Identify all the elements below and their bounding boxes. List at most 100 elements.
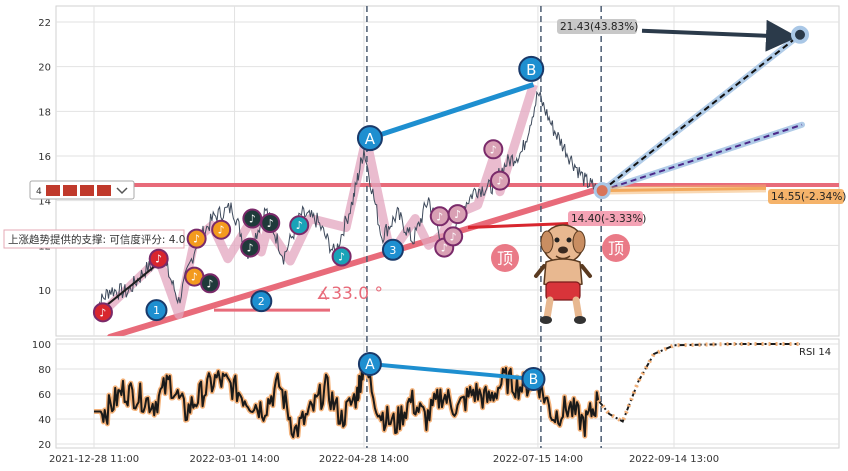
date-tick-label: 2022-09-14 13:00: [629, 454, 719, 465]
flat-target-badge-text: 14.55(-2.34%): [771, 191, 846, 203]
music-note-icon: ♪: [443, 226, 464, 247]
date-tick-label: 2022-03-01 14:00: [189, 454, 279, 465]
wave-label-circle: [518, 55, 545, 82]
note-marker-circle: [490, 170, 510, 191]
support-callout-text: 上涨趋势提供的支撑: 可信度评分: 4.0: [8, 233, 185, 246]
rsi-projection-halo: [596, 342, 800, 425]
price-y-tick: 10: [38, 286, 51, 297]
price-y-tick: 16: [38, 152, 51, 163]
note-marker-circle: [92, 302, 113, 323]
rsi-label-circle: [521, 367, 546, 391]
legend-swatch-icon: [46, 185, 60, 196]
note-marker-circle: [200, 273, 220, 294]
flat-target-badge: 14.55(-2.34%): [768, 189, 846, 204]
note-glyph: ♪: [450, 230, 457, 243]
note-glyph: ♪: [193, 233, 200, 246]
music-note-icon: ♪: [186, 228, 207, 249]
note-glyph: ♪: [99, 306, 106, 319]
wave-label-circle: [356, 125, 383, 152]
note-marker-circle: [289, 215, 310, 236]
rsi-y-axis: 20 40 60 80 100: [32, 340, 51, 451]
target-arrow: [641, 19, 798, 52]
target-badge: 21.43(43.83%): [557, 19, 638, 34]
note-marker-circle: [186, 228, 207, 249]
note-glyph: ♪: [490, 143, 497, 156]
rsi-y-tick: 20: [38, 440, 51, 451]
wave-labels: 1 2 3 A B: [145, 55, 545, 322]
wave-label-text: A: [365, 130, 376, 148]
music-note-icon: ♪: [200, 273, 220, 294]
top-signal-circle: [602, 234, 630, 262]
music-note-icon: ♪: [447, 204, 468, 225]
top-signal-circle: [491, 244, 519, 272]
date-tick-label: 2021-12-28 11:00: [49, 454, 139, 465]
wave-label-circle: [250, 290, 273, 313]
legend-stub: 4: [29, 180, 135, 200]
note-marker-circle: [240, 237, 261, 258]
top-signal-text: 顶: [497, 249, 513, 268]
legend-swatch-icon: [97, 185, 111, 196]
note-glyph: ♪: [218, 224, 225, 237]
early-trend-line: [97, 257, 165, 314]
support-callout: 上涨趋势提供的支撑: 可信度评分: 4.0: [3, 229, 185, 249]
price-y-axis: 10121416182022: [38, 18, 51, 297]
music-note-icon: ♪: [331, 246, 352, 267]
legend-swatch-icon: [80, 185, 94, 196]
date-axis: 2021-12-28 11:00 2022-03-01 14:00 2022-04-…: [49, 454, 719, 465]
note-glyph: ♪: [249, 213, 256, 226]
note-marker-circle: [260, 213, 281, 233]
rsi-wave-labels: AB: [357, 352, 546, 391]
note-marker-circle: [447, 204, 468, 225]
chevron-down-icon: [116, 187, 128, 195]
music-note-icon: ♪: [242, 208, 263, 229]
target-point: [791, 25, 809, 44]
price-y-tick: 20: [38, 63, 51, 74]
wave-label-text: 3: [389, 244, 396, 257]
rsi-legend-label: RSI 14: [799, 347, 831, 358]
music-note-icon: ♪: [260, 213, 281, 233]
music-note-icon: ♪: [148, 248, 169, 269]
wave-note-markers: ♪♪♪♪♪♪♪♪♪ ♪♪♪♪♪♪♪♪: [92, 139, 510, 323]
support-trend-line: [107, 184, 608, 336]
note-marker-circle: [443, 226, 464, 247]
price-y-tick: 14: [38, 197, 51, 208]
target-badge-text: 21.43(43.83%): [560, 21, 638, 33]
price-series-line: [93, 90, 599, 314]
note-glyph: ♪: [191, 271, 198, 284]
low-target-badge: 14.40(-3.33%): [568, 211, 646, 226]
rsi-label-text: A: [365, 357, 375, 373]
note-glyph: ♪: [436, 210, 443, 223]
rsi-a-b-line: [369, 362, 534, 381]
price-y-tick: 18: [38, 107, 51, 118]
note-marker-circle: [148, 248, 169, 269]
note-marker-circle: [211, 219, 232, 240]
rsi-label-text: B: [529, 372, 539, 388]
legend-swatch-icon: [63, 185, 77, 196]
date-tick-label: 2022-04-28 14:00: [319, 454, 409, 465]
note-marker-circle: [331, 246, 352, 267]
legend-stub-text: 4: [36, 187, 42, 197]
note-glyph: ♪: [496, 175, 503, 188]
music-note-icon: ♪: [211, 219, 232, 240]
music-note-icon: ♪: [490, 170, 510, 191]
rsi-y-tick: 40: [38, 415, 51, 426]
a-b-trend-line: [369, 82, 535, 141]
rsi-y-tick: 80: [38, 365, 51, 376]
music-note-icon: ♪: [240, 237, 261, 258]
wave-label-circle: [381, 238, 404, 261]
wave-label-circle: [145, 299, 168, 322]
music-note-icon: ♪: [429, 206, 450, 227]
note-glyph: ♪: [441, 242, 448, 255]
rsi-y-tick: 60: [38, 390, 51, 401]
note-glyph: ♪: [338, 251, 345, 264]
note-glyph: ♪: [296, 219, 303, 232]
rsi-series-line: [94, 355, 600, 439]
note-glyph: ♪: [155, 253, 162, 266]
cartoon-dog-sticker: [534, 224, 592, 324]
price-y-tick: 22: [38, 18, 51, 29]
top-signal-markers: 顶顶: [491, 234, 630, 272]
note-glyph: ♪: [206, 277, 213, 290]
projection-flat-glow: [602, 184, 767, 195]
note-glyph: ♪: [454, 208, 461, 221]
